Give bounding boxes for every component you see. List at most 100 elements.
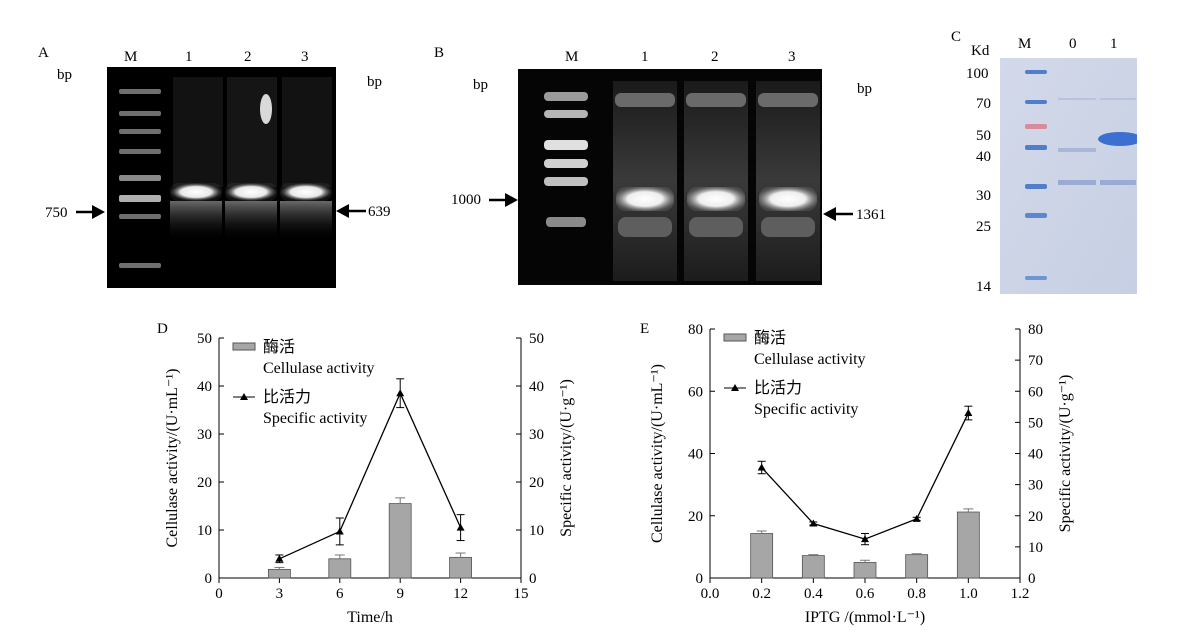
arrow-right-icon xyxy=(76,205,105,219)
sds-marker-25: 25 xyxy=(976,219,991,235)
ladder-b xyxy=(544,92,588,227)
y-tick-label-right: 10 xyxy=(529,523,544,539)
y-tick-label-right: 40 xyxy=(1028,447,1043,463)
bar xyxy=(388,503,412,579)
y-tick-label-left: 40 xyxy=(688,447,703,463)
x-tick-label: 0.2 xyxy=(752,586,771,602)
y-tick-label-left: 0 xyxy=(696,571,704,587)
bar xyxy=(268,568,291,579)
x-tick-label: 0 xyxy=(215,586,223,602)
panel-b-bp-left: bp xyxy=(473,77,488,93)
bar xyxy=(905,554,929,579)
panel-c-lane-1: 1 xyxy=(1110,36,1118,52)
y-axis-label-left: Cellulase activity/(U·mL⁻¹) xyxy=(164,369,181,548)
band-a-lane-2 xyxy=(225,183,277,201)
sds-marker-70: 70 xyxy=(976,96,991,112)
band-a-lane-3 xyxy=(280,183,332,201)
line-point xyxy=(456,523,465,531)
y-tick-label-right: 20 xyxy=(1028,509,1043,525)
x-tick-label: 0.6 xyxy=(856,586,875,602)
panel-e-letter: E xyxy=(640,321,650,337)
line-point xyxy=(861,535,869,543)
sds-marker-100: 100 xyxy=(966,66,989,82)
y-axis-label-right: Specific activity/(U·g⁻¹) xyxy=(558,379,575,537)
legend-line-cn: 比活力 xyxy=(754,379,802,397)
x-tick-label: 12 xyxy=(453,586,468,602)
sds-page-gel xyxy=(1000,58,1137,294)
x-tick-label: 1.2 xyxy=(1011,586,1030,602)
line-point xyxy=(757,463,766,471)
ladder-a xyxy=(119,89,161,268)
y-tick-label-right: 70 xyxy=(1028,353,1043,369)
panel-a-bp-right: bp xyxy=(367,74,382,90)
line-point xyxy=(396,389,405,397)
legend-line-en: Specific activity xyxy=(754,401,858,418)
panel-c-lane-0: 0 xyxy=(1069,36,1077,52)
band-b-lane-3 xyxy=(759,187,817,211)
y-tick-label-left: 20 xyxy=(688,509,703,525)
y-tick-label-right: 50 xyxy=(1028,415,1043,431)
y-tick-label-right: 30 xyxy=(529,427,544,443)
panel-b-marker-label: 1000 xyxy=(451,192,481,208)
sds-marker-14: 14 xyxy=(976,279,991,295)
line-point xyxy=(275,554,284,562)
x-tick-label: 0.0 xyxy=(701,586,720,602)
line-point xyxy=(964,409,973,417)
band-b-lane-1 xyxy=(616,187,674,211)
y-tick-label-left: 20 xyxy=(197,475,212,491)
x-tick-label: 1.0 xyxy=(959,586,978,602)
y-axis-label-left: Cellulase activity/(U·mL⁻¹) xyxy=(649,364,666,543)
bar xyxy=(328,558,352,579)
line-point xyxy=(809,519,818,527)
panel-a-lane-3: 3 xyxy=(301,49,309,65)
panel-a-letter: A xyxy=(38,45,49,61)
legend-bar-cn: 酶活 xyxy=(754,329,786,347)
specific-activity-line xyxy=(279,391,462,560)
legend-line-marker xyxy=(240,393,248,400)
y-tick-label-left: 60 xyxy=(688,384,703,400)
y-tick-label-left: 10 xyxy=(197,523,212,539)
band-a-lane-1 xyxy=(170,183,222,201)
expressed-protein-band xyxy=(1098,132,1137,146)
y-tick-label-right: 40 xyxy=(529,379,544,395)
band-b-lane-2 xyxy=(687,187,745,211)
legend-line-cn: 比活力 xyxy=(263,388,311,406)
x-tick-label: 6 xyxy=(336,586,344,602)
panel-a-product-label: 639 xyxy=(368,204,391,220)
arrow-left-icon xyxy=(336,204,366,218)
panel-b-lane-1: 1 xyxy=(641,49,649,65)
bar xyxy=(956,511,980,579)
legend-bar-swatch xyxy=(723,333,747,342)
y-tick-label-right: 0 xyxy=(529,571,537,587)
x-tick-label: 9 xyxy=(396,586,404,602)
panel-d-letter: D xyxy=(157,321,168,337)
x-tick-label: 15 xyxy=(514,586,529,602)
panel-b-lane-3: 3 xyxy=(788,49,796,65)
x-axis-label: IPTG /(mmol·L⁻¹) xyxy=(805,609,925,626)
line-point xyxy=(912,514,921,522)
legend-bar-en: Cellulase activity xyxy=(263,360,375,377)
y-tick-label-right: 20 xyxy=(529,475,544,491)
y-tick-label-left: 30 xyxy=(197,427,212,443)
y-tick-label-left: 50 xyxy=(197,331,212,347)
bar xyxy=(801,555,825,579)
y-tick-label-left: 0 xyxy=(205,571,213,587)
x-axis-label: Time/h xyxy=(347,609,393,626)
panel-a-lane-m: M xyxy=(124,49,138,65)
x-tick-label: 3 xyxy=(276,586,284,602)
panel-b-lane-m: M xyxy=(565,49,579,65)
panel-b-letter: B xyxy=(434,45,445,61)
panel-a-lane-2: 2 xyxy=(244,49,252,65)
y-tick-label-left: 80 xyxy=(688,322,703,338)
legend-line-marker xyxy=(731,384,739,391)
line-point xyxy=(335,527,344,535)
specific-activity-line xyxy=(761,412,969,540)
panel-c-lane-m: M xyxy=(1018,36,1032,52)
bar xyxy=(853,562,877,579)
y-tick-label-right: 10 xyxy=(1028,540,1043,556)
panel-b-lane-2: 2 xyxy=(711,49,719,65)
agarose-gel-a xyxy=(107,67,336,288)
panel-b-product-label: 1361 xyxy=(856,207,886,223)
artifact-spot xyxy=(260,94,272,124)
panel-b-bp-right: bp xyxy=(857,81,872,97)
